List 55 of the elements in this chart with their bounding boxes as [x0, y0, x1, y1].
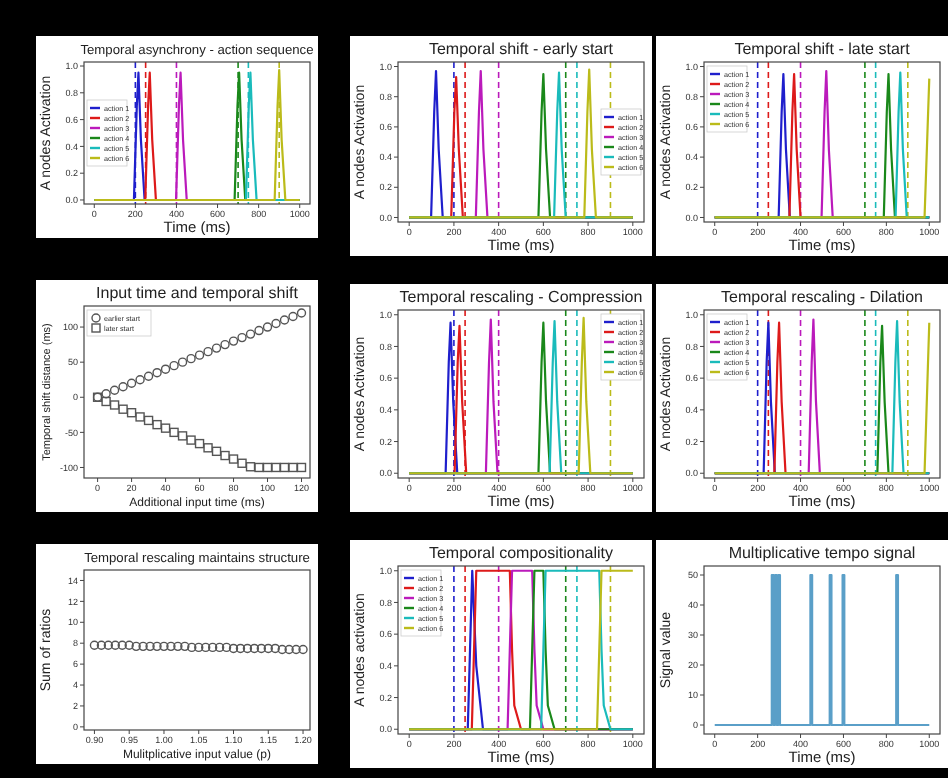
- point: [211, 343, 222, 353]
- point: [228, 336, 239, 346]
- point: [152, 367, 162, 378]
- point: [152, 419, 162, 430]
- point: [245, 462, 256, 472]
- point: [245, 329, 256, 339]
- point: [220, 339, 230, 350]
- point: [118, 382, 128, 392]
- point: [169, 427, 179, 438]
- point: [186, 435, 196, 445]
- point: [262, 462, 273, 473]
- point: [203, 443, 213, 453]
- point: [135, 412, 145, 422]
- point: [228, 454, 239, 464]
- point: [279, 315, 290, 325]
- point: [177, 357, 188, 367]
- point: [186, 353, 196, 364]
- point: [126, 408, 137, 418]
- chart-title: Multiplicative tempo signal: [728, 544, 916, 562]
- point: [296, 308, 307, 318]
- point: [237, 458, 247, 468]
- chart-title: Input time and temporal shift: [96, 284, 300, 302]
- point: [143, 371, 154, 381]
- point: [211, 446, 222, 457]
- point: [101, 396, 111, 407]
- point: [143, 415, 154, 426]
- point: [296, 462, 307, 473]
- point: [109, 385, 120, 395]
- point: [194, 438, 205, 449]
- point: [177, 431, 188, 441]
- point: [126, 378, 137, 388]
- point: [169, 360, 179, 371]
- point: [220, 450, 230, 461]
- point: [203, 346, 213, 357]
- chart-title: Temporal rescaling - Dilation: [721, 288, 923, 306]
- point: [160, 423, 171, 433]
- chart-title: Temporal shift - early start: [428, 40, 615, 58]
- point: [118, 404, 128, 414]
- point: [271, 318, 281, 329]
- point: [288, 462, 298, 473]
- point: [135, 375, 145, 385]
- point: [194, 350, 205, 360]
- chart-title: Temporal rescaling - Compression: [399, 288, 643, 306]
- line-series: [408, 569, 634, 731]
- point: [254, 325, 264, 336]
- point: [279, 462, 290, 473]
- point: [237, 332, 247, 343]
- point: [271, 462, 281, 473]
- point: [160, 364, 171, 374]
- point: [109, 400, 120, 410]
- chart-title: Temporal shift - late start: [734, 40, 912, 58]
- chart-title: Temporal compositionality: [428, 544, 614, 562]
- point: [262, 322, 273, 332]
- point: [254, 462, 264, 473]
- point: [288, 311, 298, 322]
